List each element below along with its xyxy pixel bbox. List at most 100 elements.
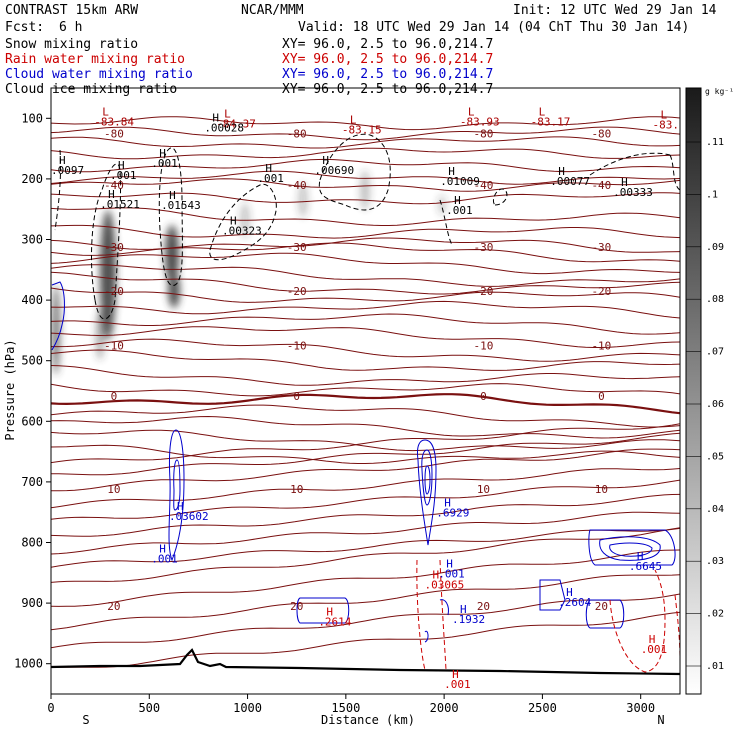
field-cloudwater-xy: XY= 96.0, 2.5 to 96.0,214.7 [282, 67, 493, 82]
isotherm-label: 0 [293, 390, 300, 403]
isotherm-label: -10 [474, 340, 494, 353]
fcst-value: 6 h [59, 20, 82, 35]
isotherm-label: -40 [591, 179, 611, 192]
isotherm-label: -80 [287, 127, 307, 140]
isotherm-line [51, 448, 680, 492]
max-value-label: .01543 [161, 199, 201, 212]
isotherm-line [51, 574, 680, 631]
colorbar-units: g kg⁻¹ [705, 87, 734, 96]
isotherm-line [51, 432, 680, 476]
high-marker: H [432, 569, 439, 582]
low-marker: L [660, 109, 667, 122]
field-cloudice-xy: XY= 96.0, 2.5 to 96.0,214.7 [282, 82, 493, 97]
x-tick-label-1500: 1500 [331, 701, 360, 715]
high-marker: H [169, 189, 176, 202]
max-value-label: .001 [444, 678, 471, 691]
plot-area: L-83.84L-84.37 L-83.15L-83.93L-83.17L-83.… [51, 106, 692, 691]
high-marker: H [177, 500, 184, 513]
colorbar-label: .11 [706, 137, 724, 148]
x-axis-right-end-label: N [657, 713, 664, 727]
y-tick-label-300: 300 [21, 233, 43, 247]
isotherm-line [51, 147, 680, 160]
max-value-label: .6929 [436, 506, 469, 519]
isotherm-label: -20 [287, 285, 307, 298]
y-axis-label: Pressure (hPa) [3, 339, 17, 440]
isotherm-label: 20 [477, 600, 490, 613]
y-tick-label-1000: 1000 [14, 657, 43, 671]
y-tick-label-900: 900 [21, 596, 43, 610]
isotherm-line [51, 242, 680, 263]
isotherm-line [51, 126, 680, 141]
isotherm-label: -40 [104, 179, 124, 192]
high-marker: H [108, 188, 115, 201]
max-value-label: -83.27 [652, 119, 692, 132]
x-tick-label-2000: 2000 [430, 701, 459, 715]
isotherm-label: -30 [474, 241, 494, 254]
isotherm-label: 10 [290, 483, 303, 496]
isotherm-line [51, 593, 680, 649]
isotherm-label: -20 [474, 285, 494, 298]
isotherm-line [51, 264, 680, 287]
valid-time: Valid: 18 UTC Wed 29 Jan 14 (04 ChT Thu … [298, 20, 689, 35]
high-marker: H [326, 606, 333, 619]
isotherm-label: -80 [591, 127, 611, 140]
isotherm-label: -30 [104, 241, 124, 254]
max-value-label: .00028 [204, 122, 244, 135]
high-marker: H [159, 542, 166, 555]
max-value-label: .001 [151, 157, 178, 170]
fcst-label: Fcst: [5, 20, 44, 35]
isotherm-line [51, 479, 680, 520]
field-cloudwater-name: Cloud water mixing ratio [5, 67, 193, 82]
low-marker: L [539, 106, 546, 119]
isotherm-label: 20 [107, 600, 120, 613]
max-value-label: .001 [446, 204, 473, 217]
high-marker: H [159, 147, 166, 160]
isotherm-line [51, 349, 680, 371]
isotherm-labels: -80 -80 -80 -80 -40 -40 -40 -40 -30 -30 -30 -30 -20 -… [104, 127, 611, 613]
isotherm-line [51, 136, 680, 149]
colorbar-label: .09 [706, 242, 724, 253]
high-marker: H [637, 550, 644, 563]
high-marker: H [566, 586, 573, 599]
max-value-label: .6645 [629, 560, 662, 573]
low-marker: L [350, 113, 357, 126]
isotherm-label: -10 [104, 340, 124, 353]
max-value-label: .001 [257, 172, 284, 185]
high-marker: H [448, 165, 455, 178]
max-value-label: .2604 [558, 596, 591, 609]
isotherm-line [51, 429, 680, 452]
max-value-label: .001 [641, 643, 668, 656]
isotherm-line [51, 404, 680, 428]
max-value-label: .00077 [550, 175, 590, 188]
low-marker: L [224, 107, 231, 120]
isotherm-label: -30 [287, 241, 307, 254]
y-tick-label-400: 400 [21, 293, 43, 307]
isotherm-line [51, 116, 680, 131]
isotherm-line [51, 170, 680, 185]
y-tick-label-600: 600 [21, 414, 43, 428]
colorbar-label: .03 [706, 556, 724, 567]
isotherm-label: 10 [477, 483, 490, 496]
max-value-label: -83.17 [531, 116, 571, 129]
colorbar-label: .07 [706, 347, 724, 358]
field-cloudice-name: Cloud ice mixing ratio [5, 82, 177, 97]
isotherm-line [51, 611, 680, 668]
isotherm-line [51, 271, 680, 295]
max-value-label: .1932 [452, 613, 485, 626]
high-marker: H [452, 668, 459, 681]
isotherm-label: -30 [591, 241, 611, 254]
isotherm-label: -20 [104, 285, 124, 298]
colorbar-label: .01 [706, 661, 724, 672]
colorbar-label: .08 [706, 294, 724, 305]
cloud-ice-contours [54, 133, 680, 320]
isotherm-label: -20 [591, 285, 611, 298]
max-value-label: .001 [438, 568, 465, 581]
isotherm-label: 0 [480, 390, 487, 403]
isotherm-line [51, 158, 680, 173]
x-axis-label: Distance (km) [321, 713, 415, 727]
y-tick-label-100: 100 [21, 111, 43, 125]
colorbar-label: .05 [706, 451, 724, 462]
isotherm-label: 0 [111, 390, 118, 403]
